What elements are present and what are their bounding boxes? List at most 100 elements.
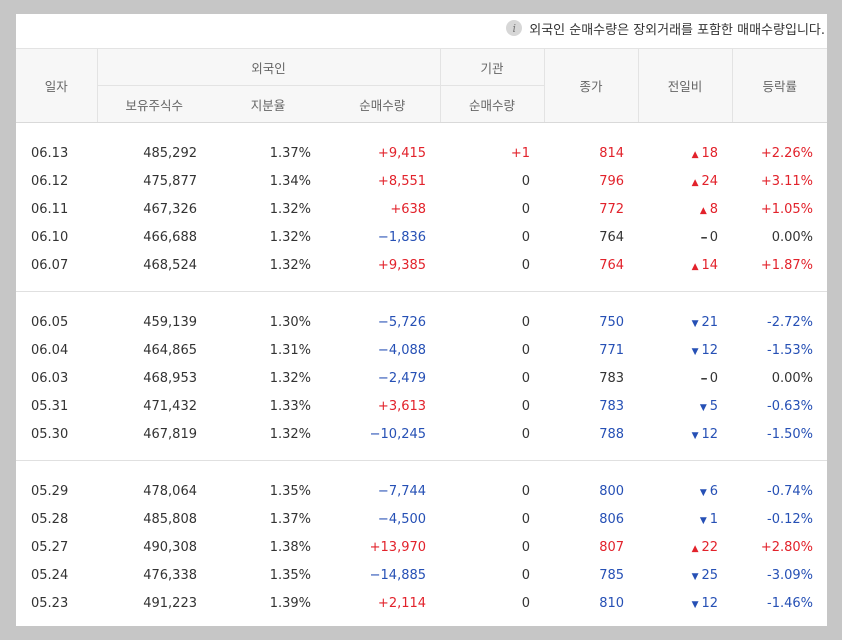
separator-cell [16,279,828,292]
date-cell: 06.11 [31,201,69,217]
change-value: 1 [709,511,719,527]
holdings-cell: 485,292 [143,145,197,161]
share-cell: 1.32% [269,257,311,273]
foreign-net-cell: −4,500 [377,511,427,527]
institution-net-cell: 0 [521,257,531,273]
holdings-cell: 459,139 [143,314,197,330]
change-cell: ▼ 5 [638,392,732,420]
foreign-net-cell: +9,415 [377,145,427,161]
close-cell: 807 [599,539,625,555]
down-arrow-icon: ▼ [691,599,699,610]
table-row: 06.03 468,953 1.32% −2,479 0 783 ━ 0 0.00% [16,364,827,392]
header-institution-net: 순매수량 [439,85,545,123]
trading-table: 일자 외국인 기관 종가 전일비 등락률 보유주식수 지분율 순매수량 순매수량… [16,48,828,617]
group-separator [16,448,828,461]
share-cell: 1.39% [269,595,311,611]
share-cell: 1.35% [269,483,311,499]
table-row: 05.28 485,808 1.37% −4,500 0 806 ▼ 1 -0.12% [16,505,827,533]
change-cell: ▼ 25 [638,561,732,589]
foreign-net-cell: +2,114 [377,595,427,611]
holdings-cell: 478,064 [143,483,197,499]
holdings-cell: 485,808 [143,511,197,527]
change-value: 8 [709,201,719,217]
table-row: 05.24 476,338 1.35% −14,885 0 785 ▼ 25 -3.09% [16,561,827,589]
table-row: 05.29 478,064 1.35% −7,744 0 800 ▼ 6 -0.74% [16,477,827,505]
rate-cell: -2.72% [767,314,814,330]
institution-net-cell: 0 [521,370,531,386]
foreign-net-cell: −2,479 [377,370,427,386]
institution-net-cell: 0 [521,342,531,358]
down-arrow-icon: ▼ [699,402,707,413]
close-cell: 783 [599,398,625,414]
table-row: 06.05 459,139 1.30% −5,726 0 750 ▼ 21 -2.72% [16,308,827,336]
rate-cell: +1.87% [760,257,814,273]
share-cell: 1.32% [269,370,311,386]
share-cell: 1.32% [269,229,311,245]
date-cell: 05.23 [31,595,69,611]
down-arrow-icon: ▼ [691,346,699,357]
group-separator [16,461,827,478]
down-arrow-icon: ▼ [699,487,707,498]
foreign-net-cell: −10,245 [369,426,427,442]
date-cell: 06.12 [31,173,69,189]
foreign-net-cell: −14,885 [369,567,427,583]
header-foreign-net: 순매수량 [325,85,441,123]
share-cell: 1.37% [269,145,311,161]
close-cell: 806 [599,511,625,527]
change-cell: ▼ 12 [638,336,732,364]
institution-net-cell: 0 [521,595,531,611]
close-cell: 772 [599,201,625,217]
group-separator [16,123,827,140]
holdings-cell: 466,688 [143,229,197,245]
up-arrow-icon: ▲ [691,543,699,554]
rate-cell: 0.00% [771,370,814,386]
change-value: 14 [701,257,719,273]
down-arrow-icon: ▼ [691,318,699,329]
change-value: 0 [709,229,719,245]
foreign-net-cell: −1,836 [377,229,427,245]
rate-cell: -1.50% [767,426,814,442]
separator-cell [16,123,827,140]
institution-net-cell: 0 [521,314,531,330]
change-cell: ▲ 14 [638,251,732,279]
foreign-net-cell: +638 [390,201,427,217]
close-cell: 814 [599,145,625,161]
close-cell: 750 [599,314,625,330]
change-cell: ▼ 12 [638,589,732,617]
foreign-net-cell: +13,970 [369,539,427,555]
header-holdings: 보유주식수 [96,85,211,123]
table-row: 06.04 464,865 1.31% −4,088 0 771 ▼ 12 -1.53% [16,336,827,364]
change-cell: ▲ 24 [638,167,732,195]
institution-net-cell: 0 [521,539,531,555]
holdings-cell: 476,338 [143,567,197,583]
date-cell: 06.04 [31,342,69,358]
share-cell: 1.32% [269,201,311,217]
notice: i 외국인 순매수량은 장외거래를 포함한 매매수량입니다. [506,18,825,38]
holdings-cell: 467,819 [143,426,197,442]
share-cell: 1.32% [269,426,311,442]
change-cell: ▲ 22 [638,533,732,561]
header-date: 일자 [16,48,97,123]
change-cell: ▲ 18 [638,139,732,167]
institution-net-cell: 0 [521,483,531,499]
change-value: 12 [701,342,719,358]
foreign-net-cell: −7,744 [377,483,427,499]
share-cell: 1.30% [269,314,311,330]
institution-net-cell: 0 [521,173,531,189]
separator-cell [16,292,827,309]
rate-cell: 0.00% [771,229,814,245]
flat-dash-icon: ━ [701,374,707,385]
date-cell: 05.31 [31,398,69,414]
holdings-cell: 468,953 [143,370,197,386]
date-cell: 06.10 [31,229,69,245]
close-cell: 800 [599,483,625,499]
date-cell: 06.05 [31,314,69,330]
down-arrow-icon: ▼ [691,430,699,441]
date-cell: 05.28 [31,511,69,527]
up-arrow-icon: ▲ [691,149,699,160]
header-rate: 등락률 [731,48,828,123]
flat-dash-icon: ━ [701,233,707,244]
table-row: 06.07 468,524 1.32% +9,385 0 764 ▲ 14 +1.87% [16,251,827,279]
header-institution: 기관 [439,48,545,86]
change-value: 24 [701,173,719,189]
